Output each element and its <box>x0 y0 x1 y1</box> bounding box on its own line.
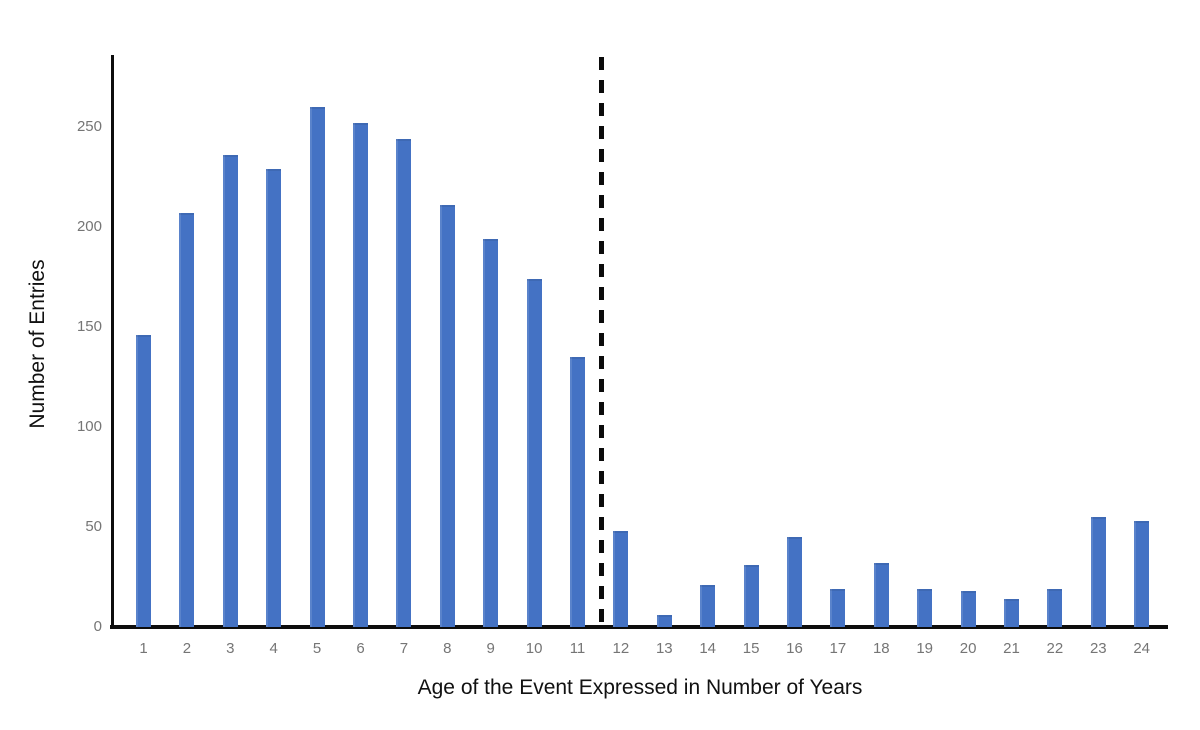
x-tick-label: 14 <box>699 640 717 657</box>
bar-age-18 <box>873 563 889 627</box>
bar-age-2 <box>179 213 195 627</box>
y-axis-title: Number of Entries <box>26 259 49 429</box>
y-tick-label: 250 <box>76 118 102 135</box>
bar-age-11 <box>570 357 585 627</box>
x-tick-label: 1 <box>139 640 148 657</box>
x-tick-label: 19 <box>916 640 934 657</box>
x-tick-label: 21 <box>1003 640 1020 657</box>
x-tick-label: 8 <box>443 640 452 657</box>
x-tick-label: 10 <box>525 640 543 657</box>
x-tick-label: 15 <box>742 640 760 657</box>
bar-age-17 <box>830 589 846 627</box>
y-tick-label: 200 <box>76 218 102 235</box>
bar-age-5 <box>309 107 325 627</box>
bar-age-16 <box>787 537 802 627</box>
bar-age-7 <box>396 139 412 627</box>
cutoff-dashed-line <box>599 57 604 627</box>
bar-age-4 <box>266 169 282 627</box>
bar-age-24 <box>1134 521 1150 627</box>
x-tick-label: 16 <box>786 640 803 657</box>
y-tick-label: 100 <box>76 418 102 435</box>
bar-age-22 <box>1047 589 1063 627</box>
x-tick-label: 18 <box>872 640 890 657</box>
bar-age-20 <box>960 591 976 627</box>
x-tick-label: 7 <box>399 640 409 657</box>
x-tick-label: 13 <box>655 640 673 657</box>
x-tick-label: 24 <box>1133 640 1151 657</box>
bar-age-1 <box>136 335 151 627</box>
x-tick-label: 5 <box>312 640 322 657</box>
x-tick-label: 17 <box>829 640 847 657</box>
bar-age-10 <box>526 279 542 627</box>
bar-age-21 <box>1004 599 1019 627</box>
bar-age-19 <box>917 589 933 627</box>
y-tick-label: 50 <box>85 518 102 535</box>
x-tick-label: 4 <box>269 640 278 657</box>
x-axis-title: Age of the Event Expressed in Number of … <box>417 676 863 699</box>
bar-age-13 <box>656 615 672 627</box>
x-tick-label: 23 <box>1089 640 1107 657</box>
y-tick-label: 0 <box>93 618 102 635</box>
bar-age-8 <box>439 205 455 627</box>
bar-age-3 <box>222 155 238 627</box>
bar-age-23 <box>1090 517 1106 627</box>
bar-age-9 <box>483 239 499 627</box>
y-axis-line <box>111 55 114 629</box>
bar-age-14 <box>700 585 716 627</box>
bar-age-12 <box>613 531 629 627</box>
x-tick-label: 22 <box>1046 640 1064 657</box>
x-tick-label: 9 <box>486 640 495 657</box>
x-axis-line <box>110 625 1168 629</box>
bar-age-6 <box>353 123 368 627</box>
x-tick-label: 2 <box>182 640 192 657</box>
y-tick-label: 150 <box>76 318 102 335</box>
x-tick-label: 20 <box>959 640 977 657</box>
x-tick-label: 11 <box>569 640 586 657</box>
x-tick-label: 6 <box>356 640 365 657</box>
x-tick-label: 12 <box>612 640 630 657</box>
bar-age-15 <box>743 565 759 627</box>
x-tick-label: 3 <box>226 640 235 657</box>
